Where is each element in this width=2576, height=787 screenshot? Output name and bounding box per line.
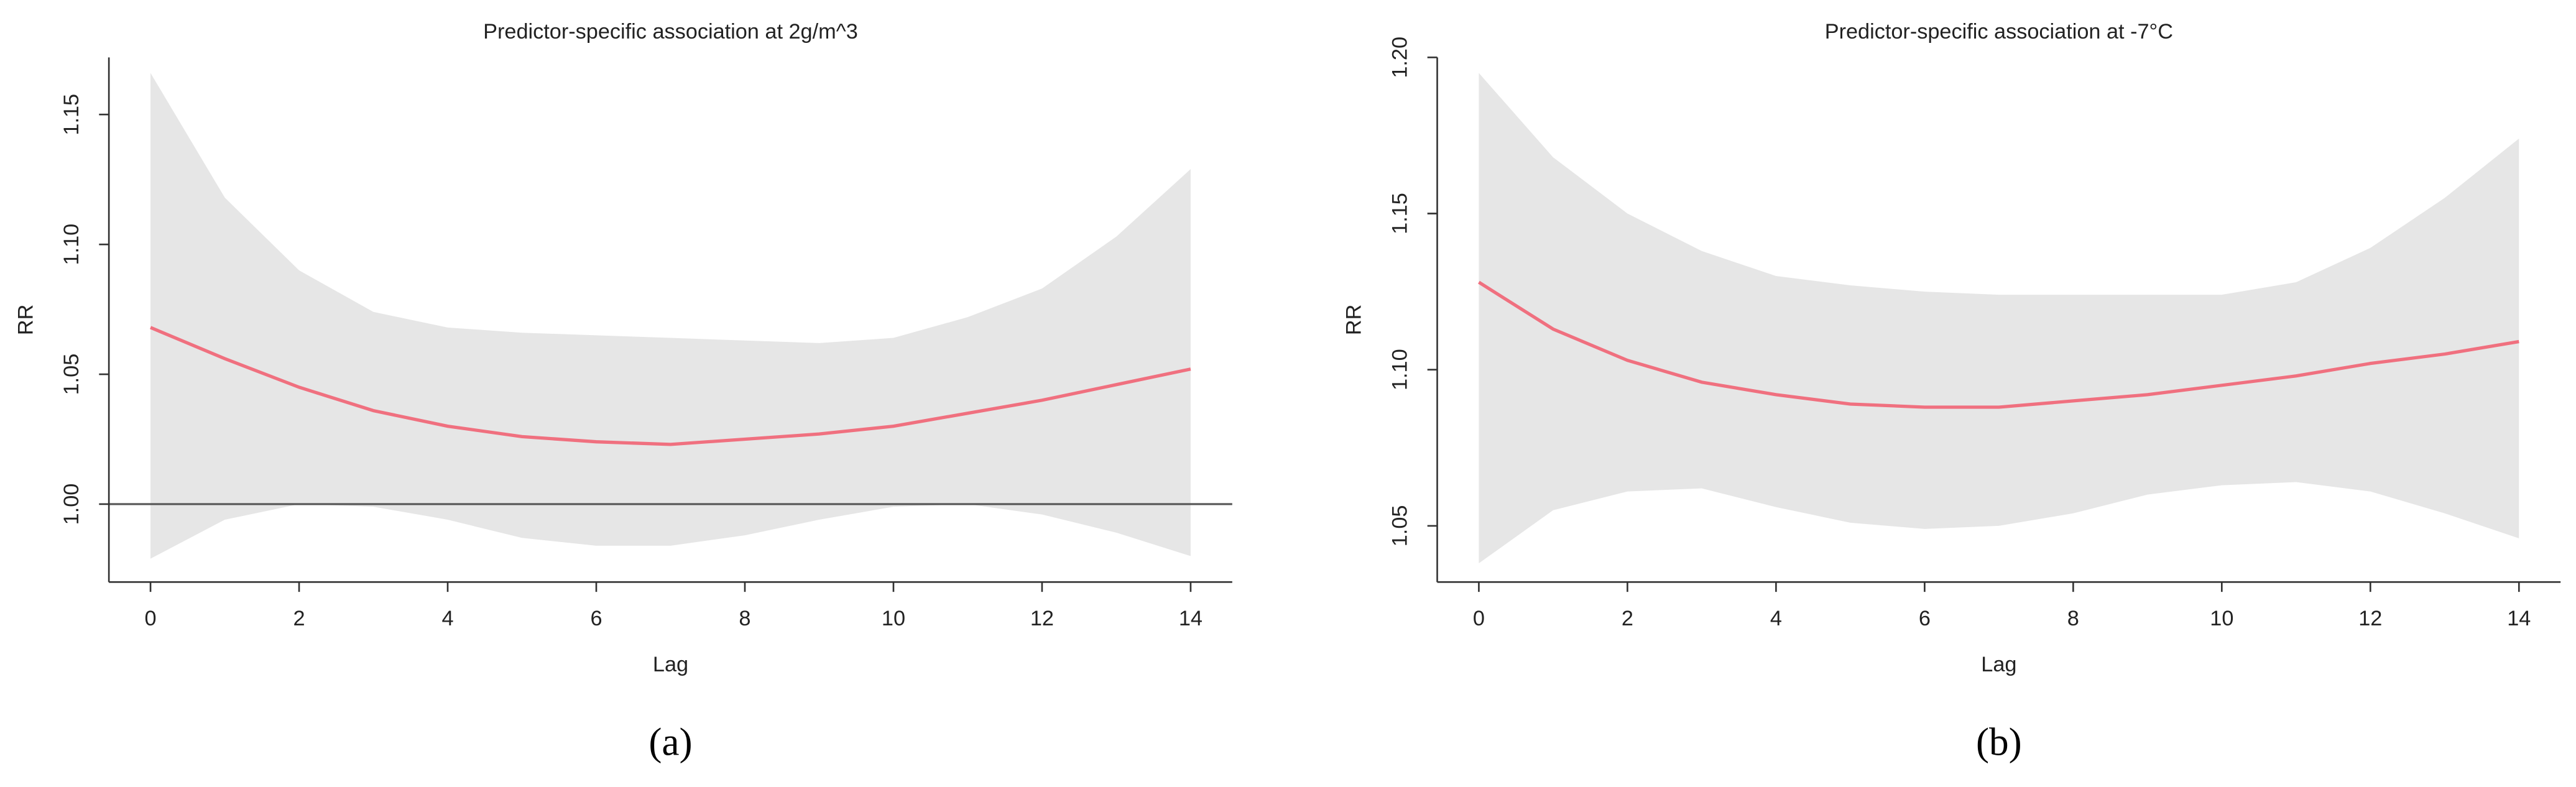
x-tick-label: 14 xyxy=(1179,607,1203,630)
y-tick-label: 1.10 xyxy=(60,224,83,265)
x-tick-label: 2 xyxy=(1622,607,1633,630)
x-tick-label: 4 xyxy=(441,607,453,630)
x-tick-label: 10 xyxy=(2210,607,2233,630)
series-line xyxy=(1478,280,2519,409)
chart-title: Predictor-specific association at 2g/m^3 xyxy=(483,20,858,44)
x-tick-label: 0 xyxy=(145,607,157,630)
y-tick-label: 1.05 xyxy=(1388,505,1412,547)
x-tick-label: 2 xyxy=(293,607,305,630)
y-tick-label: 1.15 xyxy=(1388,193,1412,234)
y-axis-label: RR xyxy=(14,305,37,336)
x-tick-label: 4 xyxy=(1770,607,1782,630)
x-axis-label: Lag xyxy=(653,653,688,676)
chart-title: Predictor-specific association at -7°C xyxy=(1825,20,2173,44)
x-tick-label: 8 xyxy=(739,607,750,630)
y-tick-label: 1.15 xyxy=(60,94,83,136)
x-axis-label: Lag xyxy=(1981,653,2016,676)
x-tick-label: 14 xyxy=(2507,607,2531,630)
y-tick-label: 1.10 xyxy=(1388,349,1412,390)
x-tick-label: 6 xyxy=(590,607,602,630)
confidence-band xyxy=(150,73,1191,559)
x-tick-label: 0 xyxy=(1473,607,1485,630)
x-tick-label: 12 xyxy=(1030,607,1054,630)
x-tick-label: 12 xyxy=(2358,607,2382,630)
panel-label: (b) xyxy=(1976,720,2022,764)
series-line xyxy=(150,326,1191,446)
confidence-band xyxy=(1479,73,2519,564)
y-tick-label: 1.20 xyxy=(1388,37,1412,78)
x-tick-label: 6 xyxy=(1919,607,1931,630)
y-tick-label: 1.05 xyxy=(60,354,83,395)
x-tick-label: 10 xyxy=(882,607,905,630)
panel-label: (a) xyxy=(649,720,692,764)
y-tick-label: 1.00 xyxy=(60,484,83,525)
y-axis-label: RR xyxy=(1342,305,1366,335)
x-tick-label: 8 xyxy=(2067,607,2079,630)
